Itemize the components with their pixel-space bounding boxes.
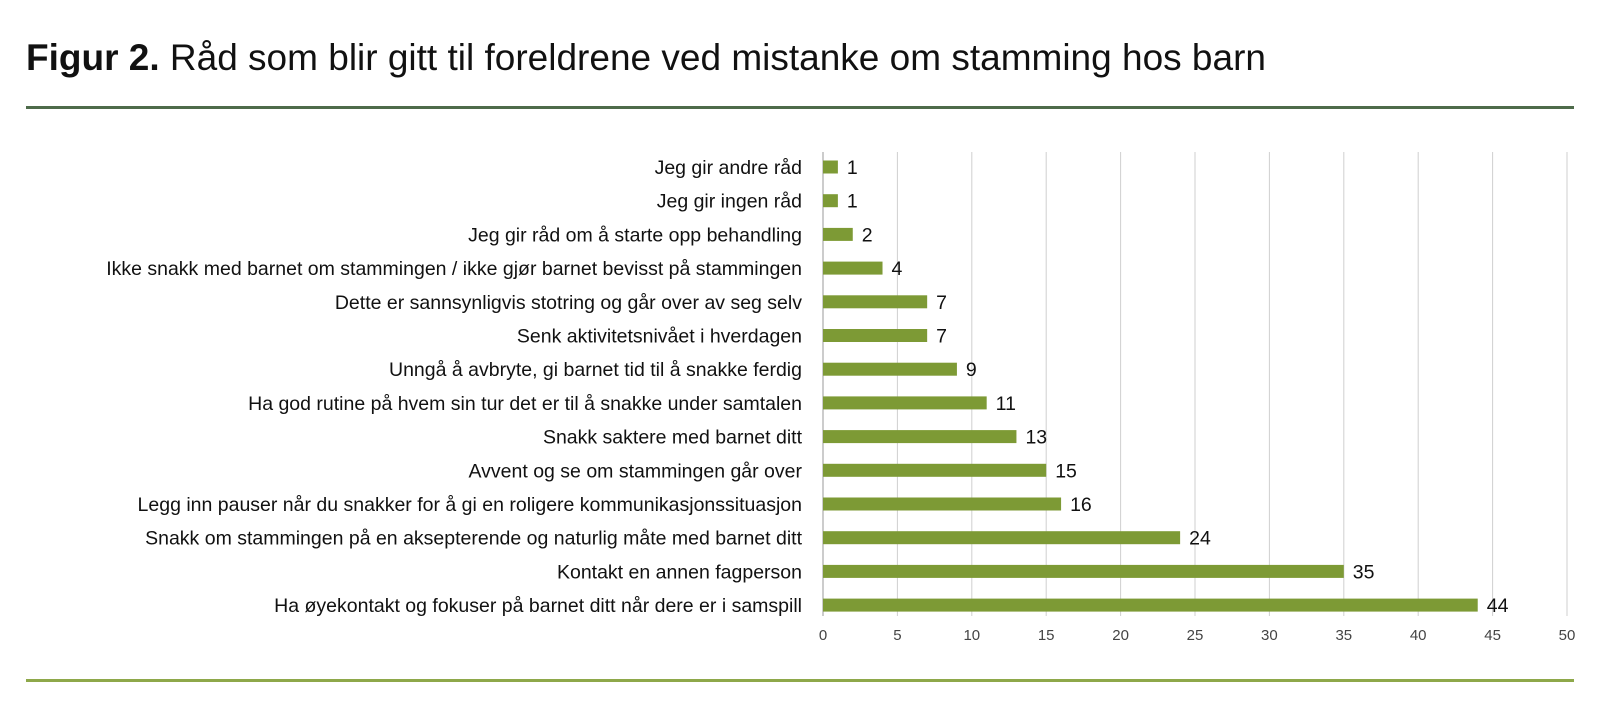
bar-chart: Jeg gir andre råd Jeg gir ingen råd Jeg gi… [106, 152, 1576, 644]
bar [823, 463, 1047, 477]
bars [823, 160, 1478, 612]
data-label: 15 [1055, 460, 1077, 482]
data-label: 7 [936, 326, 947, 348]
data-label: 1 [847, 191, 858, 213]
tick-label: 5 [893, 627, 901, 644]
figure-number: Figur 2. [26, 37, 160, 78]
data-label: 24 [1189, 528, 1211, 550]
bar [823, 227, 853, 241]
bar [823, 362, 957, 376]
category-label: Snakk om stammingen på en aksepterende o… [145, 528, 802, 550]
tick-label: 15 [1038, 627, 1055, 644]
bar [823, 329, 928, 342]
category-label: Jeg gir andre råd [655, 157, 802, 179]
tick-label: 35 [1335, 627, 1352, 644]
tick-label: 45 [1484, 627, 1501, 644]
tick-label: 25 [1187, 627, 1204, 644]
bar [823, 396, 987, 410]
category-label: Jeg gir ingen råd [657, 191, 802, 213]
tick-label: 30 [1261, 627, 1278, 644]
tick-label: 20 [1112, 627, 1129, 644]
category-label: Kontakt en annen fagperson [557, 561, 802, 583]
data-label: 4 [892, 258, 903, 280]
data-label: 1 [847, 157, 858, 179]
category-label: Legg inn pauser når du snakker for å gi … [138, 494, 802, 516]
x-axis-ticks: 0 5 10 15 20 25 30 35 40 45 50 [819, 627, 1576, 644]
tick-label: 40 [1410, 627, 1427, 644]
category-label: Senk aktivitetsnivået i hverdagen [517, 326, 802, 348]
data-label: 11 [996, 393, 1016, 415]
bar [823, 430, 1017, 444]
chart-title: Figur 2. Råd som blir gitt til foreldren… [26, 37, 1266, 79]
category-label: Ikke snakk med barnet om stammingen / ik… [106, 258, 802, 280]
data-label: 13 [1025, 427, 1047, 449]
tick-label: 10 [963, 627, 980, 644]
data-label: 35 [1353, 561, 1375, 583]
bar [823, 598, 1478, 612]
data-label: 16 [1070, 494, 1092, 516]
bar [823, 160, 838, 174]
bar [823, 194, 838, 208]
figure-title-text: Råd som blir gitt til foreldrene ved mis… [169, 37, 1266, 78]
data-label: 7 [936, 292, 947, 314]
data-label: 44 [1487, 595, 1509, 617]
bar [823, 261, 883, 275]
tick-label: 0 [819, 627, 827, 644]
category-label: Dette er sannsynligvis stotring og går o… [335, 292, 802, 314]
data-label: 2 [862, 224, 873, 246]
bottom-divider [26, 679, 1574, 682]
category-label: Ha god rutine på hvem sin tur det er til… [248, 393, 802, 415]
category-label: Jeg gir råd om å starte opp behandling [468, 224, 802, 246]
category-label: Avvent og se om stammingen går over [469, 460, 803, 482]
tick-label: 50 [1559, 627, 1576, 644]
category-label: Ha øyekontakt og fokuser på barnet ditt … [274, 595, 802, 617]
top-divider [26, 106, 1574, 109]
bar [823, 531, 1181, 545]
bar [823, 497, 1062, 511]
bar [823, 295, 928, 309]
bar [823, 564, 1344, 578]
category-label: Snakk saktere med barnet ditt [543, 427, 803, 449]
category-label: Unngå å avbryte, gi barnet tid til å sna… [389, 359, 802, 381]
category-labels: Jeg gir andre råd Jeg gir ingen råd Jeg gi… [106, 157, 802, 617]
data-label: 9 [966, 359, 977, 381]
gridlines [822, 152, 1568, 616]
